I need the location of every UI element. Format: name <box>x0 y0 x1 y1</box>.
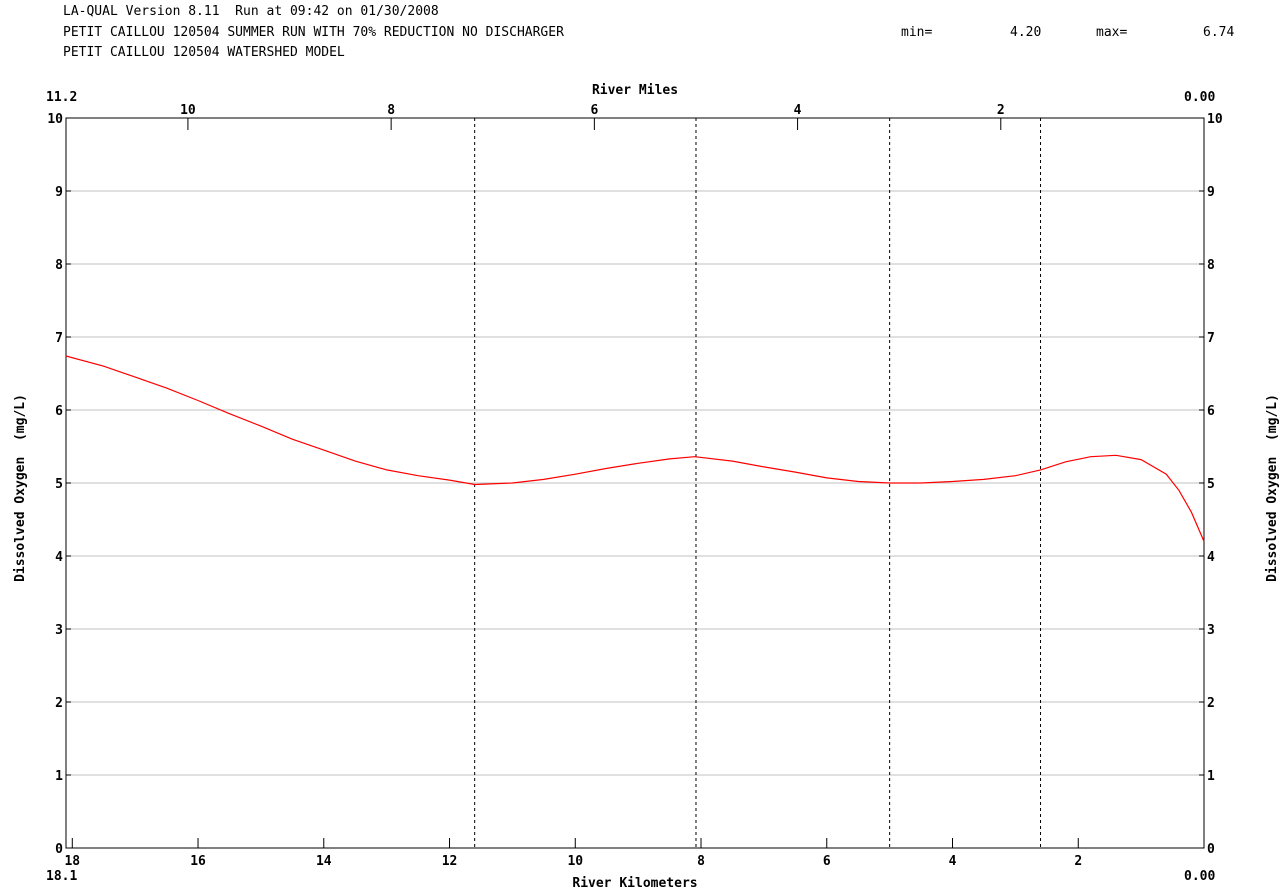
header-line-1: LA-QUAL Version 8.11 Run at 09:42 on 01/… <box>63 4 439 19</box>
y-tick-label-right: 4 <box>1207 550 1215 565</box>
y-tick-label-right: 5 <box>1207 477 1215 492</box>
max-value: 6.74 <box>1203 25 1235 40</box>
x2-tick-label-top: 6 <box>590 103 598 118</box>
y-tick-label-left: 6 <box>55 404 63 419</box>
y-tick-label-left: 3 <box>55 623 63 638</box>
gridlines <box>66 190 1204 776</box>
x-tick-label-bottom: 8 <box>697 854 705 869</box>
reach-boundaries <box>474 118 1042 848</box>
y-tick-label-left: 5 <box>55 477 63 492</box>
y-tick-label-left: 0 <box>55 842 63 857</box>
x-start-label: 18.1 <box>46 869 77 884</box>
do-series-line <box>65 355 1205 542</box>
x2-tick-label-top: 2 <box>997 103 1005 118</box>
y-tick-label-left: 2 <box>55 696 63 711</box>
y-tick-label-left: 1 <box>55 769 63 784</box>
axis-ticks <box>66 117 1204 849</box>
y-axis-title-right: Dissolved Oxygen (mg/L) <box>1265 394 1280 582</box>
y-tick-label-right: 0 <box>1207 842 1215 857</box>
y-tick-label-right: 1 <box>1207 769 1215 784</box>
x2-tick-label-top: 10 <box>180 103 196 118</box>
y-tick-label-right: 7 <box>1207 331 1215 346</box>
header-line-3: PETIT CAILLOU 120504 WATERSHED MODEL <box>63 45 345 60</box>
y-axis-title-left: Dissolved Oxygen (mg/L) <box>13 394 28 582</box>
x-tick-label-bottom: 18 <box>64 854 80 869</box>
x-tick-label-bottom: 2 <box>1074 854 1082 869</box>
x-tick-label-bottom: 12 <box>442 854 458 869</box>
x2-start-label: 11.2 <box>46 90 77 105</box>
x2-tick-label-top: 4 <box>794 103 802 118</box>
x-tick-label-bottom: 10 <box>567 854 583 869</box>
y-tick-label-right: 10 <box>1207 112 1223 127</box>
x-tick-label-bottom: 14 <box>316 854 332 869</box>
y-tick-label-right: 8 <box>1207 258 1215 273</box>
max-label: max= <box>1096 25 1128 40</box>
min-label: min= <box>901 25 933 40</box>
y-tick-label-left: 9 <box>55 185 63 200</box>
x2-axis-title: River Miles <box>592 83 678 98</box>
series-layer <box>65 355 1205 542</box>
y-tick-label-left: 8 <box>55 258 63 273</box>
y-tick-label-right: 6 <box>1207 404 1215 419</box>
header-line-2: PETIT CAILLOU 120504 SUMMER RUN WITH 70%… <box>63 25 564 40</box>
y-tick-label-right: 9 <box>1207 185 1215 200</box>
y-tick-label-left: 7 <box>55 331 63 346</box>
x-tick-label-bottom: 16 <box>190 854 206 869</box>
x-tick-label-bottom: 4 <box>949 854 957 869</box>
x-tick-label-bottom: 6 <box>823 854 831 869</box>
x-end-label: 0.00 <box>1184 869 1215 884</box>
x2-end-label: 0.00 <box>1184 90 1215 105</box>
min-value: 4.20 <box>1010 25 1042 40</box>
x-axis-title: River Kilometers <box>572 876 697 891</box>
x2-tick-label-top: 8 <box>387 103 395 118</box>
y-tick-label-right: 3 <box>1207 623 1215 638</box>
y-tick-label-right: 2 <box>1207 696 1215 711</box>
axis-titles: River Miles River Kilometers Dissolved Oxy… <box>13 83 1280 891</box>
y-tick-label-left: 10 <box>47 112 63 127</box>
y-tick-label-left: 4 <box>55 550 63 565</box>
